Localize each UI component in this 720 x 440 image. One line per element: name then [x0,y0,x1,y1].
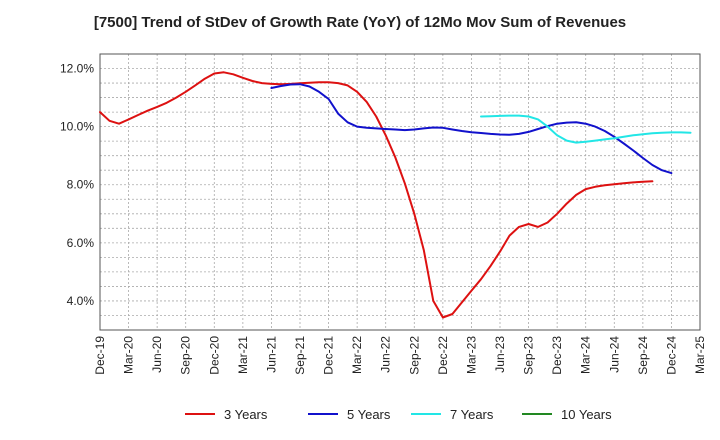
plot-area [100,54,700,330]
x-tick-label: Mar-23 [464,336,478,374]
x-tick-label: Mar-20 [122,336,136,374]
legend-label-7-years: 7 Years [450,407,494,422]
x-tick-label: Sep-20 [179,336,193,375]
x-tick-label: Dec-24 [664,336,678,375]
x-tick-label: Jun-24 [607,336,621,373]
x-tick-label: Jun-22 [379,336,393,373]
chart-container: [7500] Trend of StDev of Growth Rate (Yo… [0,0,720,440]
x-tick-label: Jun-20 [150,336,164,373]
x-tick-label: Dec-19 [93,336,107,375]
x-tick-label: Sep-24 [636,336,650,375]
x-tick-label: Mar-24 [579,336,593,374]
chart-svg: 4.0% 6.0% 8.0% 10.0% 12.0% Dec-19 Mar-20 Jun-20… [0,0,720,440]
x-tick-label: Dec-22 [436,336,450,375]
x-tick-label: Sep-23 [522,336,536,375]
x-tick-label: Mar-25 [693,336,707,374]
legend-label-3-years: 3 Years [224,407,268,422]
x-tick-label: Mar-22 [350,336,364,374]
x-tick-label: Sep-22 [407,336,421,375]
x-tick-label: Sep-21 [293,336,307,375]
y-tick-label: 8.0% [67,178,95,192]
y-tick-label: 10.0% [60,120,94,134]
legend-label-5-years: 5 Years [347,407,391,422]
y-tick-label: 12.0% [60,62,94,76]
x-tick-label: Dec-23 [550,336,564,375]
x-tick-label: Mar-21 [236,336,250,374]
x-tick-label: Dec-20 [207,336,221,375]
y-tick-label: 6.0% [67,236,95,250]
x-tick-label: Dec-21 [322,336,336,375]
x-tick-label: Jun-23 [493,336,507,373]
legend-label-10-years: 10 Years [561,407,612,422]
y-tick-label: 4.0% [67,294,95,308]
x-tick-label: Jun-21 [264,336,278,373]
